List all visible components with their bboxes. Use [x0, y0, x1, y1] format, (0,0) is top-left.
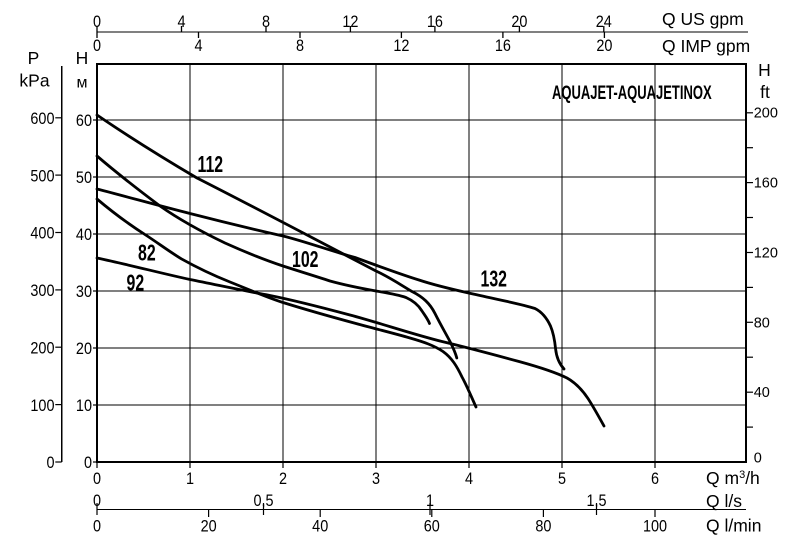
svg-text:8: 8 [262, 13, 270, 31]
svg-text:80: 80 [754, 315, 770, 331]
svg-text:600: 600 [30, 110, 54, 128]
svg-text:80: 80 [535, 517, 551, 535]
svg-text:20: 20 [201, 517, 217, 535]
svg-text:0: 0 [93, 13, 101, 31]
svg-text:12: 12 [342, 13, 358, 31]
svg-text:4: 4 [194, 37, 202, 55]
svg-text:ft: ft [760, 82, 770, 102]
svg-text:P: P [28, 48, 40, 68]
svg-text:16: 16 [427, 13, 443, 31]
svg-text:6: 6 [651, 470, 659, 488]
svg-text:H: H [76, 48, 89, 68]
svg-text:Q l/s: Q l/s [706, 491, 742, 511]
svg-text:24: 24 [596, 13, 612, 31]
svg-text:1: 1 [426, 492, 434, 510]
svg-text:0: 0 [84, 454, 92, 472]
svg-text:Q m3/h: Q m3/h [706, 468, 760, 488]
svg-text:132: 132 [481, 267, 507, 293]
svg-text:0,5: 0,5 [253, 492, 273, 510]
svg-text:500: 500 [30, 167, 54, 185]
svg-text:10: 10 [76, 397, 92, 415]
svg-text:0: 0 [93, 470, 101, 488]
svg-text:102: 102 [292, 247, 318, 273]
svg-text:Q l/min: Q l/min [706, 516, 761, 536]
svg-text:1: 1 [186, 470, 194, 488]
svg-text:300: 300 [30, 282, 54, 300]
svg-text:60: 60 [76, 112, 92, 130]
svg-text:H: H [758, 60, 771, 80]
svg-text:1,5: 1,5 [586, 492, 606, 510]
svg-text:0: 0 [93, 517, 101, 535]
svg-text:100: 100 [643, 517, 667, 535]
svg-text:30: 30 [76, 283, 92, 301]
svg-text:100: 100 [30, 397, 54, 415]
svg-text:0: 0 [46, 454, 54, 472]
svg-text:112: 112 [198, 152, 224, 178]
svg-text:92: 92 [127, 271, 145, 297]
svg-text:20: 20 [596, 37, 612, 55]
svg-text:kPa: kPa [19, 71, 49, 91]
svg-text:160: 160 [754, 176, 778, 192]
svg-text:AQUAJET-AQUAJETINOX: AQUAJET-AQUAJETINOX [552, 83, 712, 104]
svg-text:0: 0 [93, 492, 101, 510]
svg-text:0: 0 [754, 450, 762, 466]
svg-text:40: 40 [312, 517, 328, 535]
svg-text:20: 20 [76, 340, 92, 358]
svg-text:5: 5 [558, 470, 566, 488]
svg-text:м: м [77, 75, 88, 92]
svg-text:40: 40 [76, 226, 92, 244]
svg-text:Q US gpm: Q US gpm [662, 9, 744, 29]
svg-text:2: 2 [279, 470, 287, 488]
svg-text:50: 50 [76, 169, 92, 187]
svg-text:200: 200 [30, 339, 54, 357]
svg-text:4: 4 [177, 13, 185, 31]
svg-text:Q IMP gpm: Q IMP gpm [662, 36, 750, 56]
svg-text:82: 82 [138, 241, 156, 267]
svg-text:12: 12 [393, 37, 409, 55]
svg-text:20: 20 [511, 13, 527, 31]
svg-text:120: 120 [754, 246, 778, 262]
svg-text:3: 3 [372, 470, 380, 488]
svg-text:16: 16 [495, 37, 511, 55]
svg-text:0: 0 [93, 37, 101, 55]
svg-text:200: 200 [754, 106, 778, 122]
svg-text:8: 8 [296, 37, 304, 55]
svg-text:40: 40 [754, 385, 770, 401]
svg-text:400: 400 [30, 225, 54, 243]
svg-text:4: 4 [465, 470, 473, 488]
svg-text:60: 60 [424, 517, 440, 535]
